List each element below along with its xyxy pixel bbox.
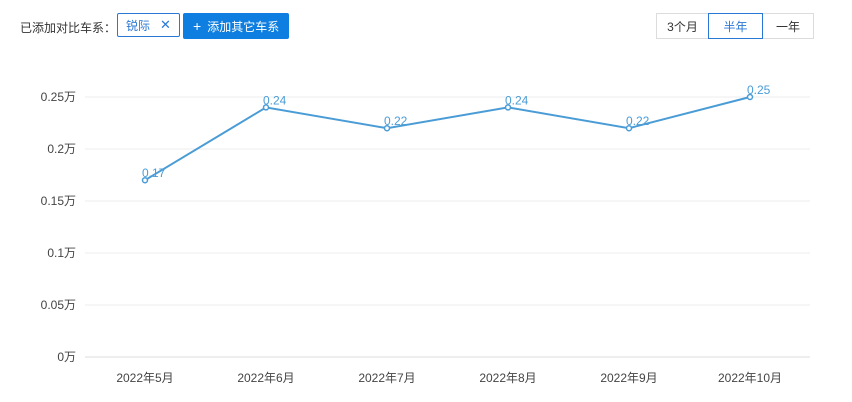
range-option-one-year[interactable]: 一年 (762, 13, 814, 39)
y-tick-label: 0.25万 (41, 90, 76, 104)
y-tick-label: 0万 (57, 350, 76, 364)
data-point (383, 124, 391, 132)
series-line (144, 96, 751, 182)
data-label: 0.24 (263, 93, 287, 107)
x-tick-label: 2022年6月 (237, 371, 294, 385)
data-point (141, 176, 149, 184)
close-icon[interactable]: ✕ (160, 17, 171, 32)
data-label: 0.22 (626, 114, 650, 128)
plus-icon: + (193, 18, 202, 34)
series-tag-label: 锐际 (126, 18, 151, 33)
range-option-half-year[interactable]: 半年 (708, 13, 763, 39)
range-option-3-months[interactable]: 3个月 (656, 13, 709, 39)
series-tag[interactable]: 锐际 ✕ (117, 13, 180, 37)
range-option-label: 一年 (775, 19, 800, 34)
x-tick-label: 2022年7月 (358, 371, 415, 385)
y-tick-label: 0.1万 (47, 246, 76, 260)
compare-filter-label: 已添加对比车系： (20, 21, 117, 35)
y-tick-label: 0.15万 (41, 194, 76, 208)
data-label: 0.22 (384, 114, 408, 128)
range-option-label: 3个月 (667, 19, 698, 34)
data-label: 0.17 (142, 166, 166, 180)
add-series-button[interactable]: + 添加其它车系 (183, 13, 290, 39)
sales-line-chart: 0万 0.05万 0.1万 0.15万 0.2万 0.25万 2022年5月 2022年6月 2… (41, 83, 810, 385)
data-point (746, 93, 754, 101)
data-point (625, 124, 633, 132)
time-range-selector: 3个月 半年 一年 (656, 13, 814, 39)
x-tick-label: 2022年5月 (116, 371, 173, 385)
toolbar: 已添加对比车系： 锐际 ✕ + 添加其它车系 3个月 半年 一年 (0, 0, 852, 50)
data-point (262, 104, 270, 111)
data-label: 0.25 (747, 83, 771, 97)
x-tick-label: 2022年8月 (479, 371, 536, 385)
data-point (504, 104, 512, 111)
data-label: 0.24 (505, 93, 529, 107)
y-tick-label: 0.05万 (41, 298, 76, 312)
add-series-label: 添加其它车系 (207, 19, 280, 34)
x-tick-label: 2022年10月 (718, 371, 782, 385)
x-tick-label: 2022年9月 (600, 371, 657, 385)
y-tick-label: 0.2万 (47, 142, 76, 156)
range-option-label: 半年 (723, 19, 748, 34)
